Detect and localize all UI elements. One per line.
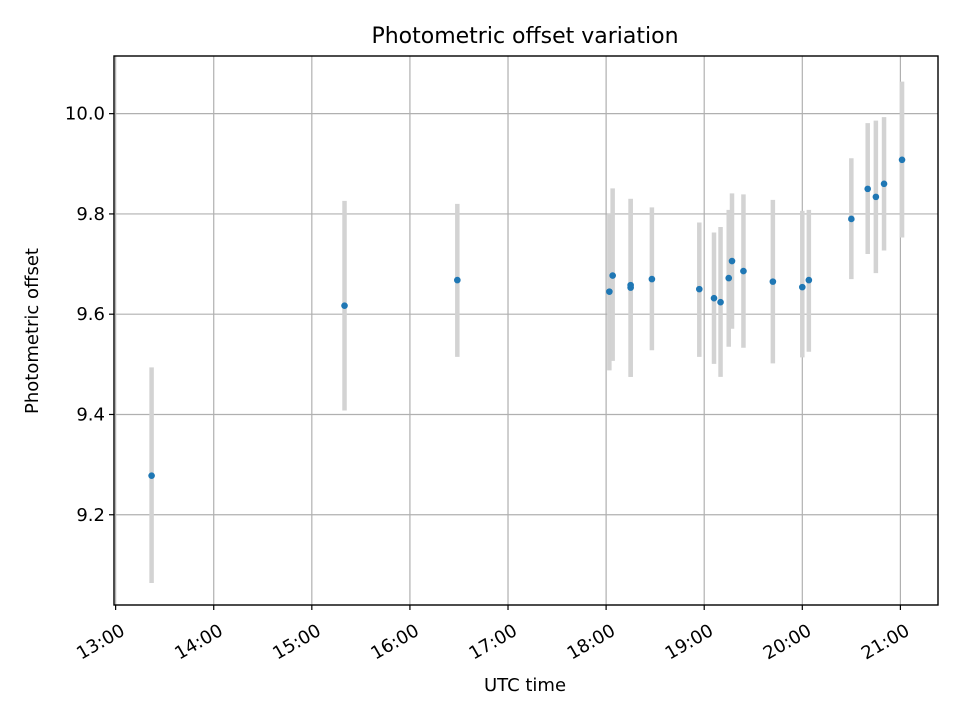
data-point bbox=[805, 276, 813, 284]
data-point bbox=[864, 185, 871, 193]
data-point bbox=[606, 288, 613, 295]
data-point bbox=[880, 180, 888, 188]
y-tick-label: 9.2 bbox=[76, 505, 105, 526]
y-axis-ticks: 9.2 9.4 9.6 9.8 10.0 bbox=[65, 104, 114, 526]
data-point bbox=[627, 281, 634, 289]
x-axis-label: UTC time bbox=[484, 675, 566, 696]
y-tick-label: 9.4 bbox=[76, 404, 105, 425]
y-axis-label: Photometric offset bbox=[22, 248, 43, 414]
data-point bbox=[769, 278, 777, 285]
data-point bbox=[696, 285, 703, 293]
data-point bbox=[648, 275, 656, 283]
data-point bbox=[341, 302, 348, 309]
data-point bbox=[872, 193, 880, 201]
data-point bbox=[740, 267, 747, 275]
data-point bbox=[799, 283, 806, 291]
data-point bbox=[898, 156, 906, 164]
chart-title: Photometric offset variation bbox=[371, 24, 678, 49]
data-point bbox=[148, 472, 155, 479]
data-point bbox=[848, 215, 855, 223]
data-point bbox=[728, 257, 736, 265]
data-point bbox=[725, 274, 733, 282]
y-tick-label: 10.0 bbox=[65, 104, 105, 125]
data-point bbox=[454, 276, 461, 284]
data-point bbox=[717, 298, 724, 306]
data-points bbox=[148, 156, 906, 479]
y-tick-label: 9.6 bbox=[76, 304, 105, 325]
y-tick-label: 9.8 bbox=[76, 204, 105, 225]
data-point bbox=[710, 294, 718, 302]
data-point bbox=[609, 272, 616, 279]
axes-frame bbox=[113, 55, 939, 606]
